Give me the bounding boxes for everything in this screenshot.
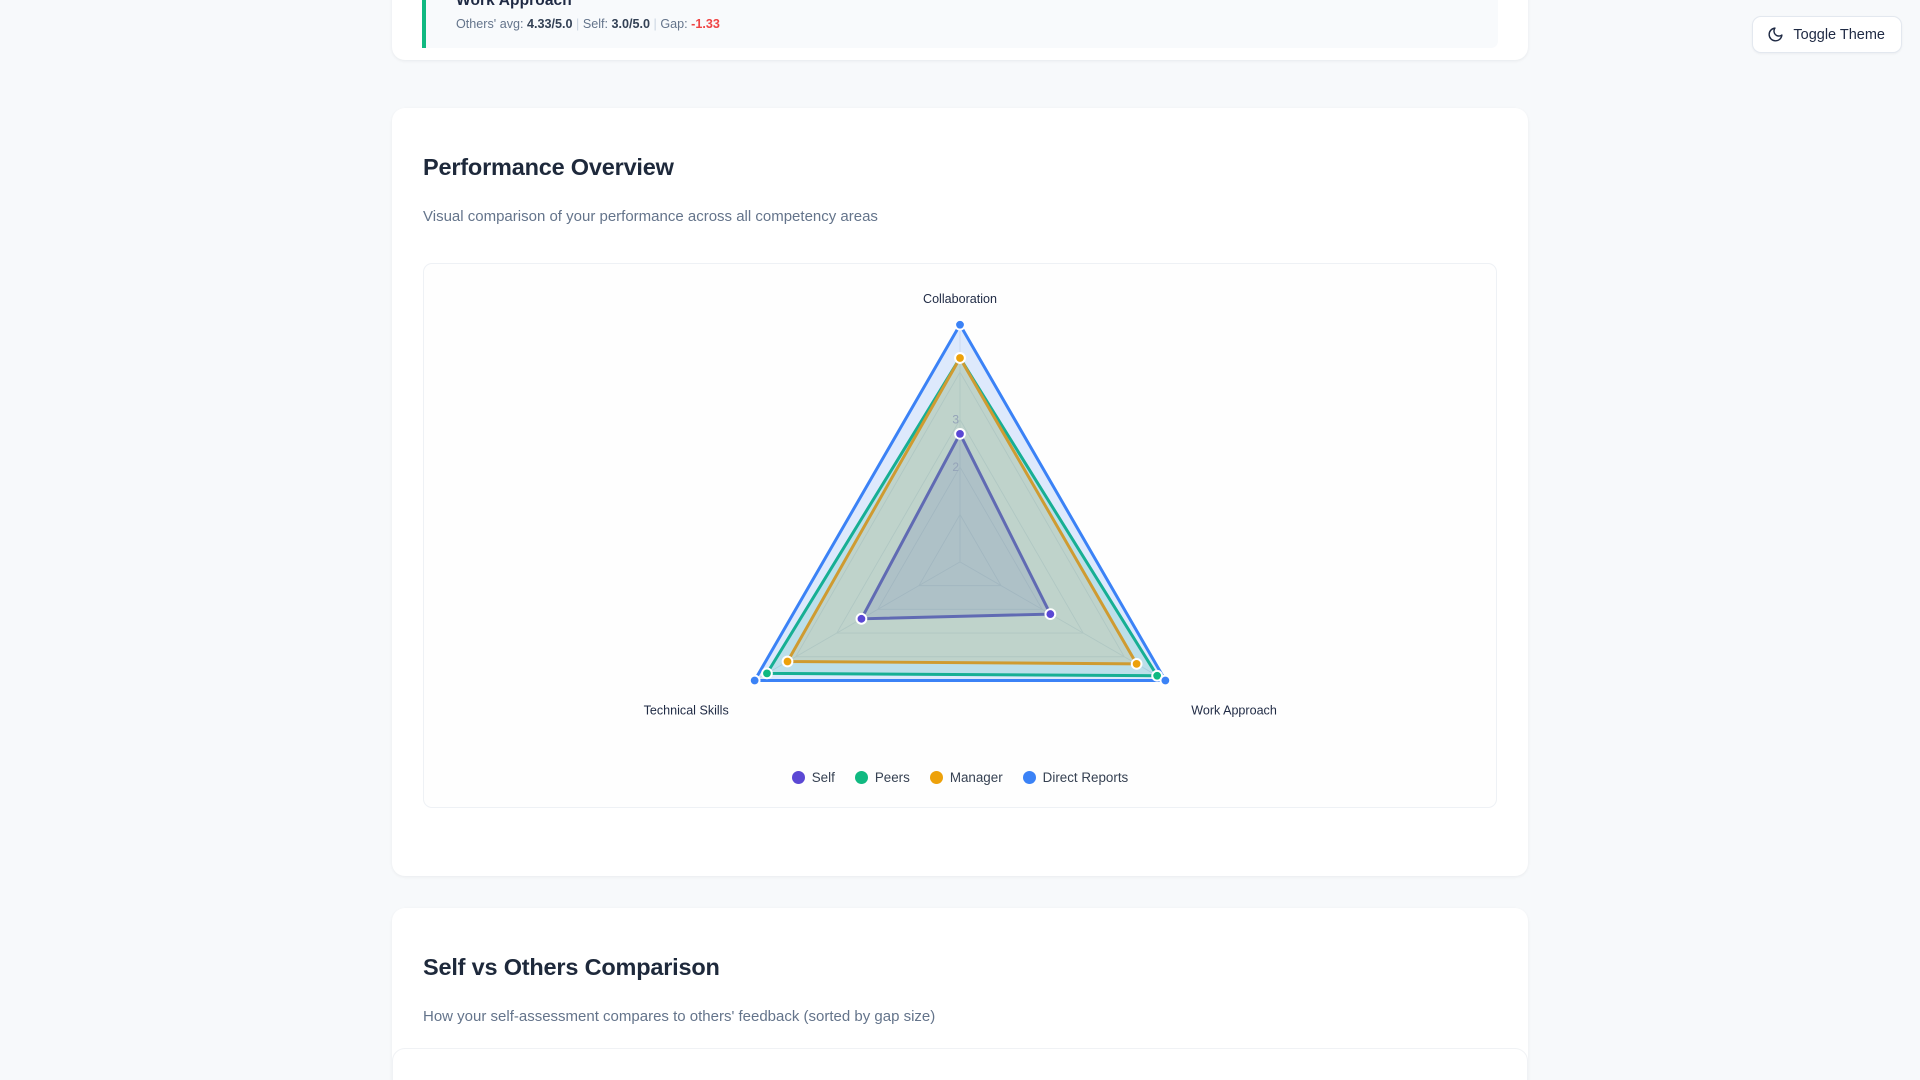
svg-text:3: 3 (952, 413, 959, 427)
legend-item-self[interactable]: Self (791, 770, 835, 785)
legend-item-manager[interactable]: Manager (929, 770, 1003, 785)
legend-label: Self (811, 770, 835, 785)
legend-label: Peers (874, 770, 910, 785)
page-subtitle: Visual comparison of your performance ac… (423, 208, 878, 225)
chart-legend: Self Peers Manager Direct Reports (424, 770, 1496, 785)
radar-axis-labels: Collaboration Work Approach Technical Skil… (644, 292, 1277, 717)
moon-icon (1767, 26, 1784, 43)
legend-color-swatch (791, 771, 805, 784)
stat-separator-1: | (576, 17, 580, 31)
self-value: 3.0/5.0 (611, 17, 651, 31)
legend-item-peers[interactable]: Peers (854, 770, 910, 785)
others-avg-value: 4.33/5.0 (527, 17, 573, 31)
others-avg-label: Others' avg: (456, 17, 524, 31)
legend-color-swatch (1022, 771, 1036, 784)
stat-separator-2: | (653, 17, 657, 31)
gap-item-work-approach[interactable]: Work Approach Others' avg: 4.33/5.0 | Se… (422, 0, 1498, 48)
legend-color-swatch (929, 771, 943, 784)
legend-color-swatch (854, 771, 868, 784)
svg-text:Work Approach: Work Approach (1191, 703, 1277, 717)
legend-item-direct-reports[interactable]: Direct Reports (1022, 770, 1129, 785)
self-label: Self: (582, 17, 609, 31)
gap-item-stats: Others' avg: 4.33/5.0 | Self: 3.0/5.0 | … (456, 17, 1498, 31)
comparison-title: Self vs Others Comparison (423, 954, 720, 980)
toggle-theme-label: Toggle Theme (1793, 26, 1885, 43)
legend-label: Direct Reports (1042, 770, 1129, 785)
gap-item-title: Work Approach (456, 0, 572, 9)
radar-areas (748, 318, 1172, 687)
gap-label: Gap: (660, 17, 688, 31)
comparison-subtitle: How your self-assessment compares to oth… (423, 1008, 936, 1025)
gap-card: Work Approach Others' avg: 4.33/5.0 | Se… (392, 0, 1528, 60)
page-title: Performance Overview (423, 154, 674, 180)
next-card-partial (392, 1048, 1528, 1080)
performance-overview-card: Performance Overview Visual comparison o… (392, 108, 1528, 876)
svg-text:2: 2 (952, 460, 959, 474)
gap-value: -1.33 (691, 17, 720, 31)
toggle-theme-button[interactable]: Toggle Theme (1752, 16, 1902, 53)
svg-text:Collaboration: Collaboration (923, 292, 997, 306)
radar-tick-labels: 23 (952, 413, 959, 474)
legend-label: Manager (949, 770, 1003, 785)
svg-text:Technical Skills: Technical Skills (644, 703, 729, 717)
